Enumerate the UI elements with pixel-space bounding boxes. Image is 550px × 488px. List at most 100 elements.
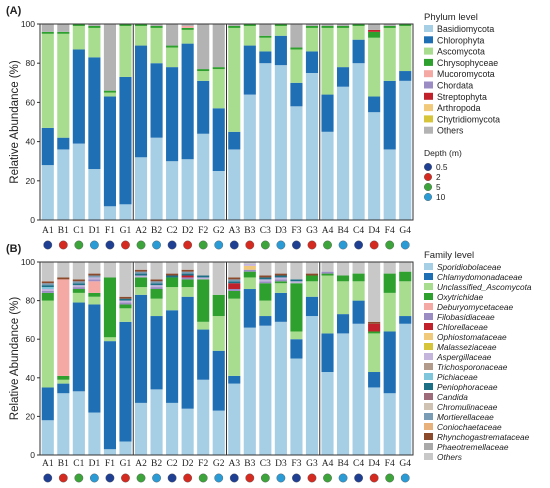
legend-swatch [424, 323, 433, 330]
depth-dot [292, 473, 301, 483]
bar-segment [259, 275, 272, 278]
bar-segment [290, 279, 303, 282]
bar-segment [290, 262, 303, 280]
bar-stack [243, 24, 256, 220]
depth-dot [89, 473, 99, 483]
legend-swatch [424, 313, 433, 320]
x-tick-label: D4 [368, 459, 380, 469]
bar-segment [166, 310, 179, 403]
bar-segment [290, 358, 303, 455]
bar-stack [399, 24, 412, 220]
x-tick-label: C1 [73, 459, 84, 469]
bar-segment [166, 67, 179, 162]
bar-segment [119, 24, 132, 26]
bar-segment [134, 277, 148, 288]
bar-segment [134, 25, 148, 46]
depth-dot [229, 240, 239, 250]
bar-segment [321, 262, 334, 272]
bar-segment [57, 383, 70, 394]
legend-label: Basidiomycota [437, 24, 494, 34]
bar-segment [181, 25, 194, 28]
x-tick-label: F3 [291, 226, 301, 236]
bar-segment [103, 449, 116, 455]
bar-segment [337, 275, 350, 282]
bar-segment [259, 325, 272, 455]
bar-segment [212, 108, 225, 171]
bar-segment [352, 63, 365, 221]
bar-segment [72, 143, 85, 220]
bar-segment [243, 24, 256, 26]
bar-segment [181, 277, 194, 280]
bar-segment [305, 296, 319, 317]
bar-segment [383, 331, 396, 394]
bar-segment [383, 273, 396, 293]
depth-dot [338, 240, 348, 250]
bar-segment [383, 80, 396, 150]
bar-segment [337, 25, 350, 28]
bar-segment [352, 300, 365, 324]
legend-swatch [424, 92, 433, 100]
bar-segment [88, 296, 101, 305]
bar-stack [368, 262, 381, 455]
bar-segment [134, 45, 148, 158]
bar-segment [274, 65, 287, 220]
bar-segment [383, 393, 396, 455]
bar-segment [399, 281, 412, 317]
bar-segment [166, 277, 179, 288]
bar-segment [119, 441, 132, 455]
legend-label: Pichiaceae [437, 372, 478, 382]
bar-segment [57, 137, 70, 150]
bar-segment [181, 296, 194, 409]
bar-segment [57, 31, 70, 34]
depth-dot [369, 240, 379, 250]
bar-segment [103, 90, 116, 93]
bar-segment [166, 402, 179, 455]
bar-segment [88, 412, 101, 455]
legend-swatch [424, 81, 433, 89]
x-tick-label: C2 [167, 226, 178, 236]
bar-stack [352, 262, 365, 455]
bar-stack [134, 24, 148, 220]
y-axis-title: Relative Abundance (%) [9, 297, 21, 421]
depth-dot [354, 473, 364, 483]
bar-segment [197, 329, 210, 380]
bar-segment [166, 262, 179, 274]
bar-segment [134, 402, 148, 455]
legend-label: Rhynchogastremataceae [437, 432, 530, 442]
legend-label: Peniophoraceae [437, 382, 498, 392]
depth-dot [338, 473, 348, 483]
bar-stack [150, 262, 163, 455]
bar-stack [41, 24, 54, 220]
bar-segment [181, 271, 194, 274]
bar-segment [57, 379, 70, 384]
bar-segment [243, 263, 256, 266]
bar-segment [181, 159, 194, 220]
y-axis-title: Relative Abundance (%) [9, 60, 21, 184]
x-tick-label: F1 [105, 226, 115, 236]
bar-segment [119, 300, 132, 303]
x-tick-label: B4 [338, 459, 349, 469]
bar-segment [337, 24, 350, 26]
legend-label: Sporidiobolaceae [437, 262, 502, 272]
bar-segment [259, 24, 272, 36]
bar-segment [103, 262, 116, 278]
bar-segment [212, 69, 225, 109]
legend-label: Candida [437, 392, 468, 402]
depth-dot [354, 240, 364, 250]
bar-segment [134, 294, 148, 403]
depth-dot [167, 240, 177, 250]
bar-segment [259, 283, 272, 301]
bar-segment [150, 279, 163, 282]
depth-dot [198, 473, 208, 483]
depth-dot [198, 240, 208, 250]
x-tick-label: G2 [213, 226, 225, 236]
bar-segment [41, 285, 54, 288]
bar-stack [399, 262, 412, 455]
x-tick-label: F1 [105, 459, 115, 469]
bar-segment [72, 285, 85, 288]
bar-segment [321, 275, 334, 334]
bar-segment [259, 35, 272, 38]
x-tick-label: A4 [322, 226, 334, 236]
bar-segment [166, 287, 179, 311]
depth-legend-dot [424, 192, 433, 201]
